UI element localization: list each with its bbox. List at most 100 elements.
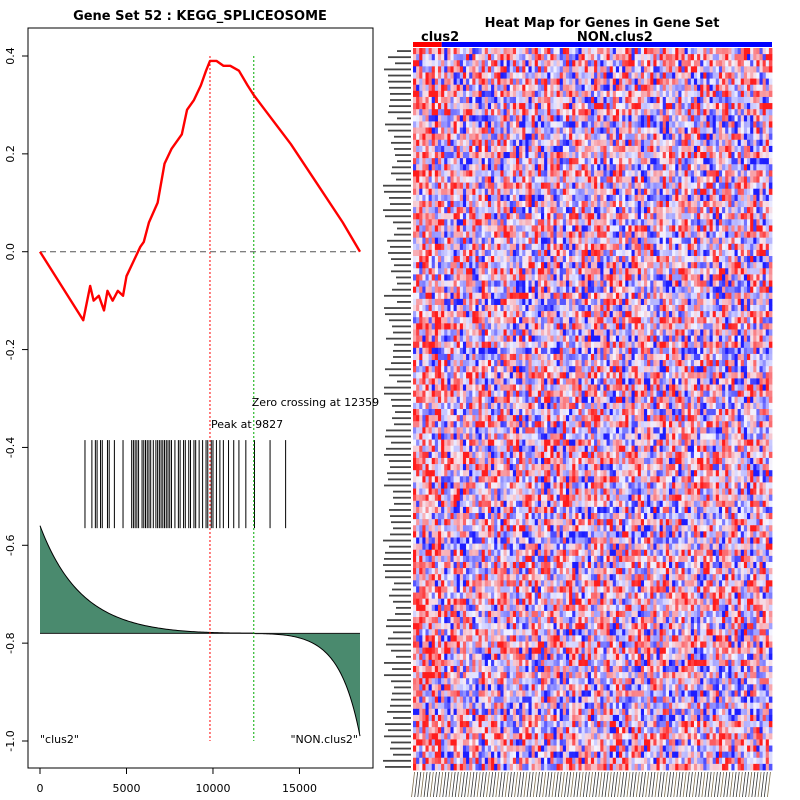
- heatmap-cell: [709, 176, 714, 184]
- heatmap-cell: [715, 152, 720, 159]
- heatmap-cell: [587, 194, 592, 202]
- heatmap-cell: [447, 145, 451, 153]
- heatmap-cell: [759, 219, 764, 226]
- heatmap-cell: [559, 207, 564, 214]
- heatmap-cell: [728, 268, 732, 275]
- heatmap-cell: [481, 304, 486, 312]
- heatmap-cell: [528, 292, 533, 300]
- heatmap-cell: [690, 170, 695, 177]
- heatmap-cell: [456, 237, 461, 245]
- heatmap-cell: [703, 84, 707, 92]
- heatmap-cell: [484, 274, 489, 281]
- heatmap-cell: [497, 249, 501, 257]
- heatmap-cell: [718, 115, 723, 122]
- heatmap-cell: [422, 207, 426, 214]
- heatmap-cell: [597, 292, 601, 300]
- heatmap-cell: [622, 292, 626, 300]
- heatmap-cell: [431, 90, 436, 98]
- heatmap-cell: [413, 139, 417, 147]
- heatmap-cell: [762, 90, 767, 98]
- heatmap-cell: [737, 133, 742, 141]
- heatmap-cell: [587, 109, 592, 116]
- heatmap-cell: [584, 54, 589, 61]
- heatmap-cell: [441, 298, 445, 306]
- heatmap-cell: [516, 164, 520, 171]
- heatmap-cell: [640, 48, 645, 55]
- heatmap-cell: [712, 66, 717, 73]
- heatmap-cell: [544, 249, 548, 257]
- heatmap-cell: [537, 127, 542, 135]
- heatmap-cell: [475, 145, 479, 153]
- heatmap-cell: [690, 139, 695, 147]
- heatmap-cell: [528, 48, 533, 55]
- heatmap-cell: [625, 115, 629, 122]
- heatmap-cell: [531, 219, 536, 226]
- heatmap-cell: [656, 164, 661, 171]
- heatmap-cell: [550, 207, 554, 214]
- heatmap-cell: [553, 133, 557, 141]
- heatmap-cell: [734, 164, 739, 171]
- heatmap-cell: [553, 96, 557, 104]
- heatmap-cell: [725, 219, 729, 226]
- heatmap-cell: [516, 158, 520, 165]
- heatmap-cell: [706, 60, 710, 67]
- heatmap-cell: [740, 139, 745, 147]
- heatmap-cell: [469, 207, 473, 214]
- heatmap-cell: [516, 133, 520, 141]
- heatmap-cell: [491, 72, 495, 79]
- heatmap-cell: [437, 243, 442, 251]
- heatmap-cell: [487, 54, 492, 61]
- heatmap-cell: [718, 109, 723, 116]
- heatmap-cell: [747, 66, 751, 73]
- heatmap-cell: [647, 54, 651, 61]
- heatmap-cell: [531, 298, 536, 306]
- heatmap-cell: [581, 115, 586, 122]
- heatmap-cell: [475, 225, 479, 232]
- heatmap-cell: [540, 66, 545, 73]
- heatmap-cell: [587, 200, 592, 208]
- heatmap-cell: [619, 84, 623, 92]
- heatmap-cell: [466, 207, 470, 214]
- heatmap-cell: [725, 207, 729, 214]
- heatmap-cell: [600, 256, 604, 263]
- heatmap-cell: [522, 127, 526, 135]
- heatmap-cell: [522, 152, 526, 159]
- heatmap-cell: [619, 298, 623, 306]
- heatmap-cell: [637, 207, 642, 214]
- heatmap-cell: [703, 237, 707, 245]
- heatmap-cell: [550, 115, 554, 122]
- heatmap-cell: [600, 103, 604, 110]
- heatmap-cell: [525, 280, 529, 288]
- heatmap-cell: [715, 231, 720, 239]
- heatmap-cell: [753, 256, 757, 263]
- heatmap-cell: [606, 115, 611, 122]
- heatmap-cell: [416, 115, 420, 122]
- heatmap-cell: [622, 274, 626, 281]
- heatmap-cell: [728, 103, 732, 110]
- heatmap-cell: [525, 207, 529, 214]
- heatmap-cell: [503, 249, 508, 257]
- heatmap-cell: [462, 176, 467, 184]
- heatmap-cell: [544, 280, 548, 288]
- heatmap-cell: [562, 225, 567, 232]
- heatmap-cell: [569, 78, 573, 86]
- heatmap-cell: [715, 274, 720, 281]
- heatmap-cell: [622, 78, 626, 86]
- heatmap-cell: [700, 66, 704, 73]
- heatmap-cell: [737, 96, 742, 104]
- heatmap-cell: [743, 207, 748, 214]
- heatmap-cell: [578, 286, 582, 294]
- heatmap-cell: [703, 109, 707, 116]
- heatmap-cell: [709, 170, 714, 177]
- heatmap-cell: [428, 96, 433, 104]
- heatmap-cell: [528, 103, 533, 110]
- heatmap-cell: [456, 219, 461, 226]
- heatmap-cell: [569, 121, 573, 128]
- heatmap-cell: [756, 54, 760, 61]
- heatmap-cell: [416, 280, 420, 288]
- heatmap-cell: [447, 152, 451, 159]
- heatmap-cell: [731, 274, 735, 281]
- heatmap-cell: [734, 249, 739, 257]
- heatmap-cell: [615, 152, 620, 159]
- heatmap-cell: [544, 115, 548, 122]
